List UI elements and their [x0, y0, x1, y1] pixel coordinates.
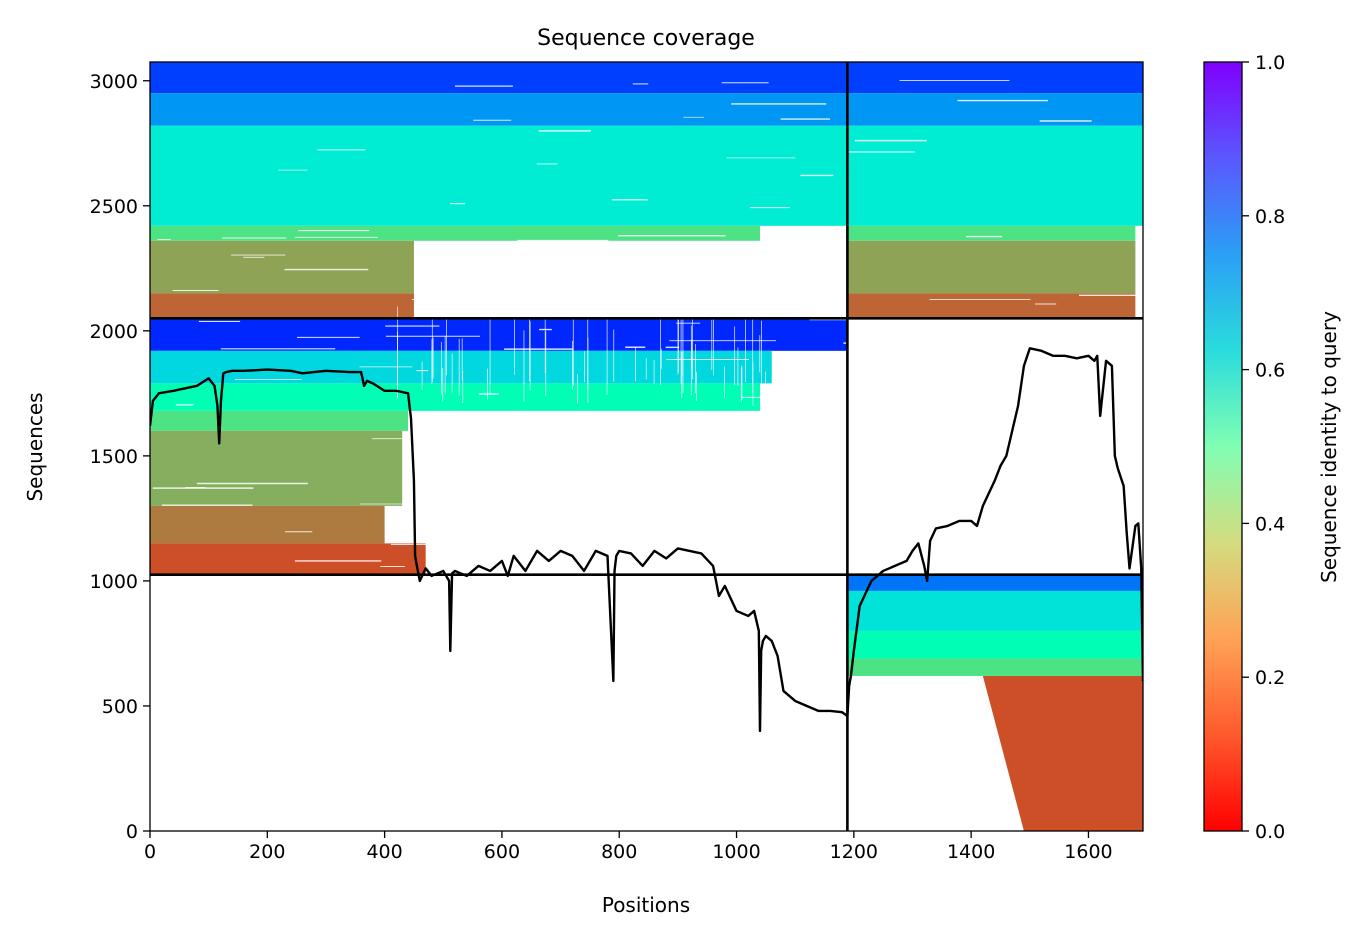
- gap-texture: [152, 80, 1143, 574]
- band-chain-2-paired-1: [847, 93, 1143, 126]
- plot-frame: [149, 61, 1144, 832]
- x-tick-label: 1000: [712, 841, 760, 863]
- colorbar-tick-label: 1.0: [1255, 52, 1285, 74]
- band-chain-1-paired-1: [150, 93, 848, 126]
- y-tick-label: 500: [102, 696, 138, 718]
- band-chain-2-paired-5: [847, 293, 1136, 319]
- colorbar-label: Sequence identity to query: [1317, 311, 1341, 583]
- band-chain-1-alone-6: [150, 543, 426, 575]
- chart-title: Sequence coverage: [537, 26, 755, 51]
- band-chain-2-alone-4: [982, 675, 1143, 831]
- x-tick-label: 600: [484, 841, 520, 863]
- band-chain-1-alone-4: [150, 430, 403, 506]
- y-tick-label: 3000: [90, 71, 138, 93]
- band-chain-1-alone-1: [150, 350, 772, 384]
- coverage-line: [150, 347, 1143, 733]
- colorbar-tick-label: 0.6: [1255, 360, 1285, 382]
- band-chain-2-alone-3: [847, 658, 1143, 676]
- band-chain-1-paired-2: [150, 125, 848, 226]
- colorbar-tick-label: 0.0: [1255, 821, 1285, 843]
- colorbar-ticks: 0.0 0.2 0.4 0.6 0.8 1.0: [1242, 52, 1285, 843]
- coverage-bands: [150, 62, 1143, 831]
- band-chain-1-paired-3: [150, 225, 760, 241]
- band-chain-1-paired-4: [150, 240, 414, 294]
- x-tick-label: 200: [249, 841, 285, 863]
- x-tick-label: 0: [144, 841, 156, 863]
- x-axis-label: Positions: [602, 893, 690, 917]
- colorbar-tick-label: 0.2: [1255, 667, 1285, 689]
- x-tick-label: 800: [601, 841, 637, 863]
- y-tick-label: 2000: [90, 321, 138, 343]
- colorbar-tick-label: 0.4: [1255, 513, 1285, 535]
- band-chain-2-alone-1: [847, 590, 1143, 631]
- y-tick-label: 0: [126, 821, 138, 843]
- band-chain-2-alone-0: [847, 574, 1143, 591]
- x-axis: 0 200 400 600 800 1000 1200 1400 1600: [144, 831, 1113, 863]
- band-chain-1-paired-5: [150, 293, 414, 319]
- band-chain-1-alone-5: [150, 505, 385, 544]
- band-chain-2-paired-4: [847, 240, 1136, 294]
- chain-boundaries: [150, 62, 1143, 831]
- x-tick-label: 1200: [830, 841, 878, 863]
- colorbar-gradient: [1203, 61, 1243, 832]
- band-chain-1-alone-0: [150, 318, 848, 351]
- band-chain-1-alone-2: [150, 383, 760, 411]
- x-tick-label: 1400: [947, 841, 995, 863]
- y-axis-label: Sequences: [23, 392, 47, 501]
- band-chain-2-paired-0: [847, 62, 1143, 94]
- band-chain-1-alone-3: [150, 410, 409, 431]
- y-tick-label: 1000: [90, 571, 138, 593]
- band-chain-2-paired-2: [847, 125, 1143, 226]
- colorbar-tick-label: 0.8: [1255, 206, 1285, 228]
- y-tick-label: 2500: [90, 196, 138, 218]
- x-tick-label: 1600: [1064, 841, 1112, 863]
- y-tick-label: 1500: [90, 446, 138, 468]
- y-axis: 0 500 1000 1500 2000 2500 3000: [90, 71, 150, 843]
- x-tick-label: 400: [366, 841, 402, 863]
- band-chain-2-alone-2: [847, 630, 1143, 659]
- band-chain-1-paired-0: [150, 62, 848, 94]
- colorbar: 0.0 0.2 0.4 0.6 0.8 1.0 Sequence identity to …: [1203, 52, 1341, 843]
- plot-area: [150, 62, 1143, 831]
- band-chain-2-paired-3: [847, 225, 1136, 241]
